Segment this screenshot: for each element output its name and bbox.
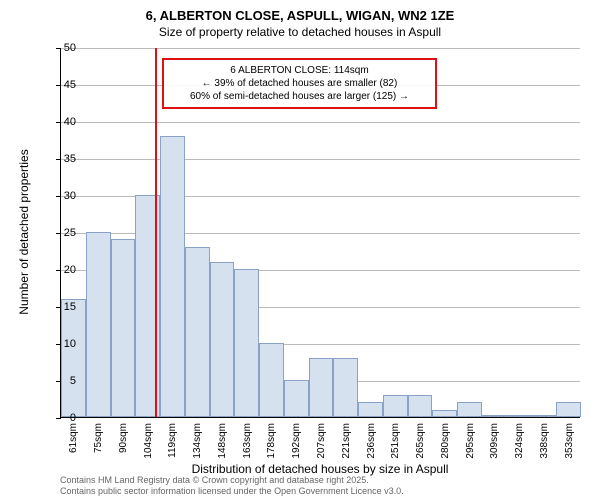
x-tick-label: 280sqm [444, 387, 455, 423]
annotation-line: 60% of semi-detached houses are larger (… [172, 90, 427, 103]
y-tick-label: 15 [46, 301, 76, 313]
gridline [61, 48, 580, 49]
x-tick-label: 295sqm [469, 387, 480, 423]
x-tick-label: 61sqm [72, 393, 83, 423]
x-tick-label: 324sqm [518, 387, 529, 423]
plot-area: 6 ALBERTON CLOSE: 114sqm← 39% of detache… [60, 48, 580, 418]
x-tick-label: 236sqm [370, 387, 381, 423]
x-tick-label: 353sqm [568, 387, 579, 423]
x-tick-label: 178sqm [270, 387, 281, 423]
y-tick-label: 5 [46, 375, 76, 387]
footer-line1: Contains HM Land Registry data © Crown c… [60, 475, 404, 486]
x-tick-label: 207sqm [320, 387, 331, 423]
reference-line [155, 48, 157, 417]
y-tick-label: 45 [46, 79, 76, 91]
footer-line2: Contains public sector information licen… [60, 486, 404, 497]
x-tick-label: 265sqm [419, 387, 430, 423]
annotation-line: ← 39% of detached houses are smaller (82… [172, 77, 427, 90]
histogram-bar [86, 232, 111, 417]
y-tick-label: 35 [46, 153, 76, 165]
annotation-line: 6 ALBERTON CLOSE: 114sqm [172, 64, 427, 77]
annotation-box: 6 ALBERTON CLOSE: 114sqm← 39% of detache… [162, 58, 437, 109]
x-axis-label: Distribution of detached houses by size … [60, 462, 580, 476]
y-tick-label: 40 [46, 116, 76, 128]
gridline [61, 159, 580, 160]
y-tick-label: 25 [46, 227, 76, 239]
y-tick-label: 20 [46, 264, 76, 276]
chart-container: 6, ALBERTON CLOSE, ASPULL, WIGAN, WN2 1Z… [0, 0, 600, 500]
histogram-bar [160, 136, 185, 417]
y-axis-label: Number of detached properties [17, 132, 31, 332]
x-tick-label: 90sqm [122, 393, 133, 423]
x-tick-label: 163sqm [246, 387, 257, 423]
x-tick-label: 104sqm [147, 387, 158, 423]
x-tick-label: 309sqm [493, 387, 504, 423]
x-tick-label: 148sqm [221, 387, 232, 423]
histogram-bar [111, 239, 136, 417]
x-tick-label: 75sqm [97, 393, 108, 423]
x-tick-label: 192sqm [295, 387, 306, 423]
x-tick-label: 134sqm [196, 387, 207, 423]
chart-subtitle: Size of property relative to detached ho… [0, 25, 600, 39]
x-tick-label: 338sqm [543, 387, 554, 423]
gridline [61, 122, 580, 123]
x-tick-label: 119sqm [171, 388, 182, 423]
x-tick-label: 251sqm [394, 387, 405, 423]
y-tick-label: 30 [46, 190, 76, 202]
y-tick-label: 10 [46, 338, 76, 350]
y-tick-label: 50 [46, 42, 76, 54]
chart-title: 6, ALBERTON CLOSE, ASPULL, WIGAN, WN2 1Z… [0, 8, 600, 23]
x-tick-label: 221sqm [345, 387, 356, 423]
footer-attribution: Contains HM Land Registry data © Crown c… [60, 475, 404, 497]
